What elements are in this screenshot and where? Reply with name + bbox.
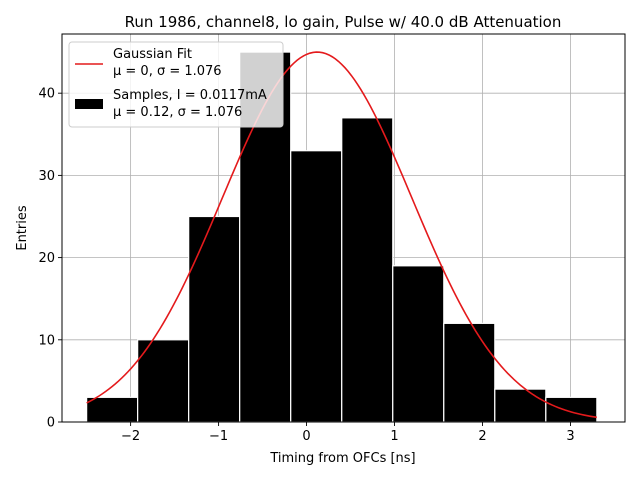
chart-title: Run 1986, channel8, lo gain, Pulse w/ 40…	[125, 13, 562, 31]
legend-fit-label: Gaussian Fit	[113, 47, 192, 62]
histogram-bar-8	[494, 388, 547, 423]
x-tick-label-1: −1	[209, 429, 228, 444]
y-axis-label: Entries	[15, 205, 30, 251]
legend: Gaussian Fit μ = 0, σ = 1.076 Samples, I…	[68, 41, 284, 128]
gaussian-fit-line	[86, 51, 597, 419]
x-axis-label: Timing from OFCs [ns]	[269, 451, 415, 466]
histogram-bar-2	[188, 215, 241, 423]
y-tick-label-3: 30	[38, 169, 55, 184]
plot-frame	[61, 33, 626, 423]
histogram-bar-1	[137, 339, 190, 423]
x-tick-label-2: 0	[302, 429, 310, 444]
y-tick-label-2: 20	[38, 251, 55, 266]
legend-samples-swatch	[75, 99, 103, 109]
y-axis-ticks: 0 10 20 30 40	[38, 87, 62, 431]
legend-samples-stats: μ = 0.12, σ = 1.076	[113, 105, 242, 120]
legend-fit-stats: μ = 0, σ = 1.076	[113, 64, 222, 79]
legend-box	[68, 41, 284, 128]
histogram-bar-9	[545, 396, 598, 423]
histogram-bar-6	[392, 265, 445, 423]
x-tick-label-0: −2	[121, 429, 140, 444]
x-tick-label-4: 2	[478, 429, 486, 444]
x-tick-label-3: 1	[390, 429, 398, 444]
x-tick-label-5: 3	[566, 429, 574, 444]
legend-samples-label: Samples, I = 0.0117mA	[113, 88, 267, 103]
x-axis-ticks: −2 −1 0 1 2 3	[121, 422, 575, 444]
y-tick-label-4: 40	[38, 87, 55, 102]
histogram-bar-7	[443, 322, 496, 423]
y-tick-label-1: 10	[38, 333, 55, 348]
histogram-bar-0	[86, 396, 139, 423]
y-tick-label-0: 0	[47, 416, 55, 431]
histogram-bar-4	[290, 150, 343, 423]
histogram-bar-5	[341, 117, 394, 423]
